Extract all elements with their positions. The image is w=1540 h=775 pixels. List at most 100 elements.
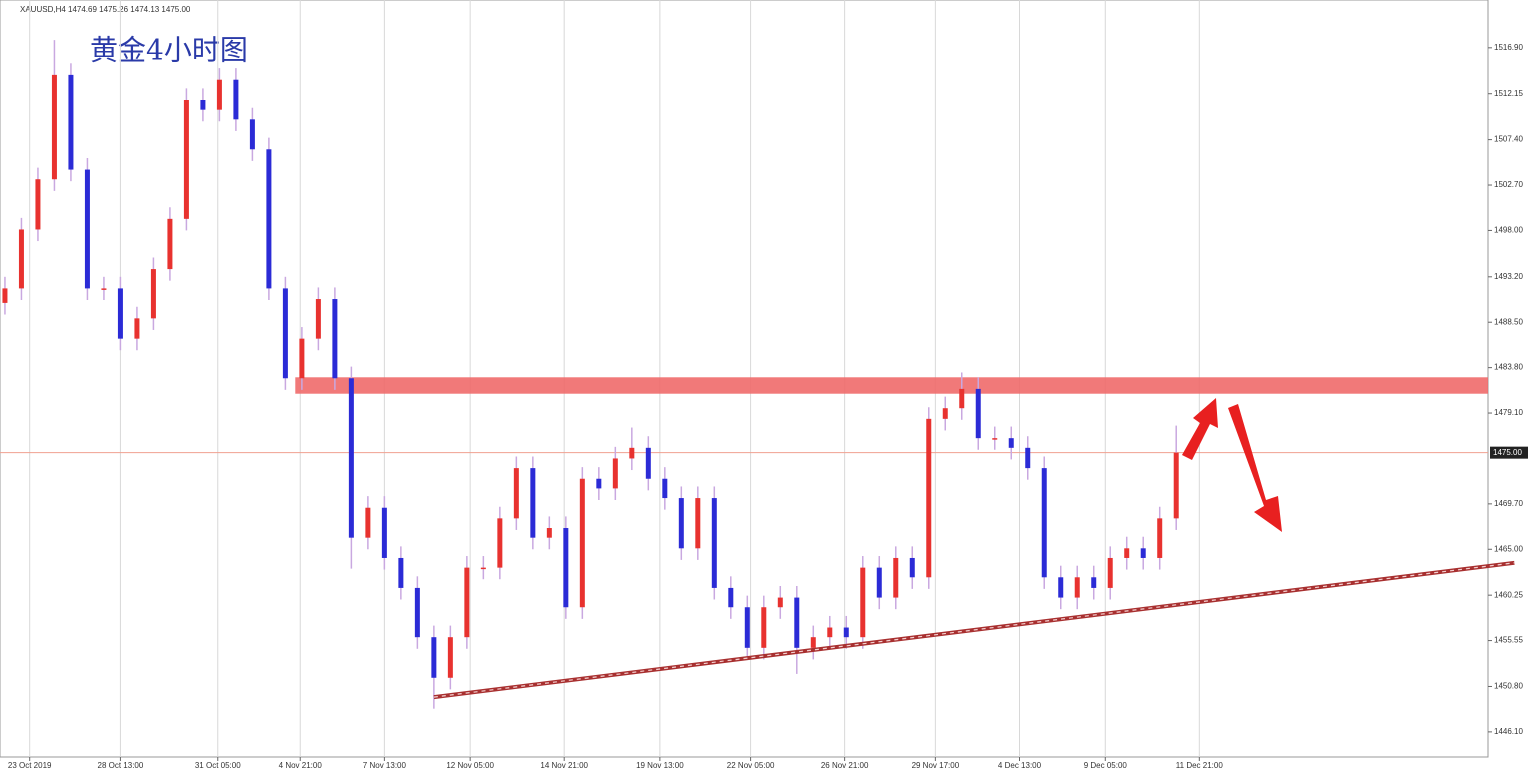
x-tick-label: 14 Nov 21:00: [540, 761, 588, 770]
candle-body: [728, 587, 734, 608]
candle-body: [398, 557, 404, 588]
x-tick-label: 11 Dec 21:00: [1176, 761, 1224, 770]
y-tick-label: 1465.00: [1494, 544, 1523, 553]
candle-body: [1173, 452, 1179, 519]
candle-body: [167, 218, 173, 270]
candle-body: [332, 299, 338, 379]
candle-body: [299, 338, 305, 379]
x-tick-label: 26 Nov 21:00: [821, 761, 869, 770]
candle-body: [134, 318, 140, 339]
candle-body: [1041, 468, 1047, 578]
candle-body: [282, 288, 288, 379]
candle-body: [711, 498, 717, 588]
candle-body: [51, 74, 57, 180]
trend-line-dash: [433, 562, 1515, 698]
candle-body: [860, 567, 866, 638]
x-tick-label: 23 Oct 2019: [8, 761, 52, 770]
candle-body: [563, 528, 569, 608]
candle-body: [579, 478, 585, 608]
current-price-label: 1475.00: [1493, 448, 1522, 457]
candle-body: [926, 418, 932, 578]
candle-body: [497, 518, 503, 568]
candle-body: [1124, 548, 1130, 558]
candle-body: [101, 288, 107, 290]
candle-body: [2, 288, 8, 303]
candle-body: [414, 587, 420, 638]
candle-body: [1157, 518, 1163, 558]
y-tick-label: 1516.90: [1494, 43, 1523, 52]
candle-body: [662, 478, 668, 499]
candle-body: [794, 597, 800, 648]
candle-body: [546, 528, 552, 538]
candle-body: [810, 637, 816, 648]
candle-body: [68, 74, 74, 170]
x-tick-label: 4 Dec 13:00: [998, 761, 1042, 770]
candle-body: [629, 447, 635, 459]
candle-body: [893, 557, 899, 598]
candle-body: [695, 498, 701, 549]
candle-body: [150, 269, 156, 319]
candle-body: [381, 507, 387, 558]
candle-body: [266, 149, 272, 289]
candle-body: [596, 478, 602, 489]
y-tick-label: 1483.80: [1494, 363, 1523, 372]
x-tick-label: 22 Nov 05:00: [727, 761, 775, 770]
x-tick-label: 9 Dec 05:00: [1084, 761, 1128, 770]
forecast-arrows: [1182, 398, 1282, 532]
candle-body: [612, 458, 618, 489]
y-tick-label: 1493.20: [1494, 272, 1523, 281]
candle-body: [1140, 548, 1146, 558]
candle-body: [216, 79, 222, 110]
y-tick-label: 1469.70: [1494, 499, 1523, 508]
candle-body: [992, 438, 998, 440]
candle-body: [447, 637, 453, 678]
candle-body: [117, 288, 123, 339]
y-tick-label: 1502.70: [1494, 180, 1523, 189]
candle-body: [200, 99, 206, 110]
candle-body: [233, 79, 239, 120]
chart-header: XAUUSD,H4 1474.69 1475.26 1474.13 1475.0…: [20, 5, 191, 14]
candle-body: [827, 627, 833, 638]
y-tick-label: 1446.10: [1494, 727, 1523, 736]
candle-body: [1091, 577, 1097, 588]
y-tick-label: 1450.80: [1494, 682, 1523, 691]
candle-body: [365, 507, 371, 538]
candle-body: [348, 378, 354, 538]
y-tick-label: 1507.40: [1494, 135, 1523, 144]
candle-body: [1058, 577, 1064, 598]
candle-body: [1008, 438, 1014, 448]
candle-body: [761, 607, 767, 648]
candle-body: [1025, 447, 1031, 469]
y-tick-label: 1498.00: [1494, 226, 1523, 235]
candle-body: [678, 498, 684, 549]
x-tick-label: 28 Oct 13:00: [98, 761, 144, 770]
y-tick-label: 1455.55: [1494, 636, 1523, 645]
chart-title: 黄金4小时图: [90, 34, 248, 67]
candle-body: [530, 468, 536, 538]
candle-body: [35, 179, 41, 230]
candle-body: [249, 119, 255, 150]
candle-body: [513, 468, 519, 519]
y-tick-label: 1488.50: [1494, 317, 1523, 326]
candle-body: [18, 229, 24, 289]
up-arrow: [1182, 398, 1218, 460]
candle-body: [84, 169, 90, 289]
candle-body: [975, 388, 981, 439]
candle-body: [843, 627, 849, 638]
x-tick-label: 31 Oct 05:00: [195, 761, 241, 770]
x-tick-label: 29 Nov 17:00: [912, 761, 960, 770]
candle-body: [942, 408, 948, 419]
current-price-box: [1490, 446, 1528, 459]
y-tick-label: 1479.10: [1494, 408, 1523, 417]
candle-body: [876, 567, 882, 598]
candle-body: [645, 447, 651, 479]
candle-body: [909, 557, 915, 578]
down-arrow: [1228, 404, 1282, 532]
candle-body: [744, 607, 750, 648]
candle-body: [464, 567, 470, 638]
x-tick-label: 7 Nov 13:00: [363, 761, 407, 770]
candle-body: [315, 299, 321, 339]
candle-body: [480, 567, 486, 570]
